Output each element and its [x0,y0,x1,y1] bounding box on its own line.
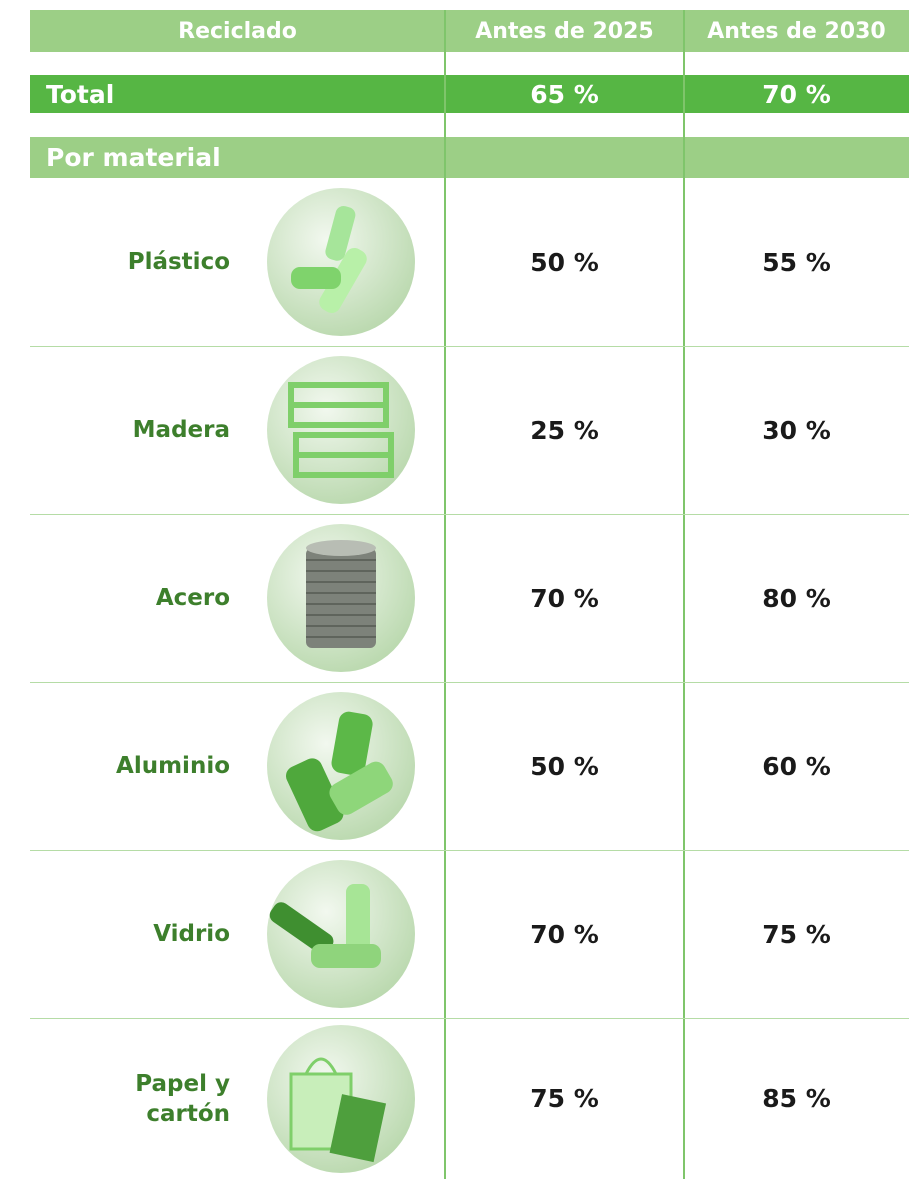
value-2025: 50 % [530,751,599,781]
total-value: 65 % [530,79,599,109]
material-icon [265,354,417,506]
material-name: Papel y cartón [135,1070,230,1127]
material-name: Aluminio [116,753,230,779]
column-divider [683,10,685,1179]
header-cell: Reciclado [30,10,445,52]
column-divider [444,10,446,1179]
row-divider [30,682,909,683]
total-label: Total [46,79,115,109]
section-row: Por material [30,137,909,178]
material-icon [265,690,417,842]
total-row: Total 65 % 70 % [30,75,909,113]
value-2030: 80 % [762,583,831,613]
value-2030: 85 % [762,1084,831,1113]
material-name: Madera [132,417,230,443]
material-icon [265,858,417,1010]
header-cell: Antes de 2025 [445,10,684,52]
material-icon [265,522,417,674]
value-2030: 75 % [762,919,831,949]
header-cell: Antes de 2030 [684,10,909,52]
row-divider [30,346,909,347]
value-2030: 30 % [762,415,831,445]
row-divider [30,1018,909,1019]
icon-graphic [267,356,415,504]
material-name: Plástico [127,249,230,275]
row-divider [30,850,909,851]
icon-graphic [267,188,415,336]
icon-graphic [267,860,415,1008]
icon-graphic [267,524,415,672]
value-2025: 50 % [530,247,599,277]
value-2030: 60 % [762,751,831,781]
material-icon [265,186,417,338]
value-2025: 70 % [530,919,599,949]
value-2025: 75 % [530,1084,599,1113]
material-icon [265,1023,417,1175]
icon-graphic [267,692,415,840]
icon-graphic [267,1024,415,1173]
material-name: Vidrio [153,921,230,947]
value-2025: 70 % [530,583,599,613]
value-2025: 25 % [530,415,599,445]
header-row: Reciclado Antes de 2025 Antes de 2030 [30,10,909,52]
material-name: Acero [155,585,230,611]
total-value: 70 % [762,79,831,109]
section-label: Por material [46,143,221,172]
row-divider [30,514,909,515]
value-2030: 55 % [762,247,831,277]
